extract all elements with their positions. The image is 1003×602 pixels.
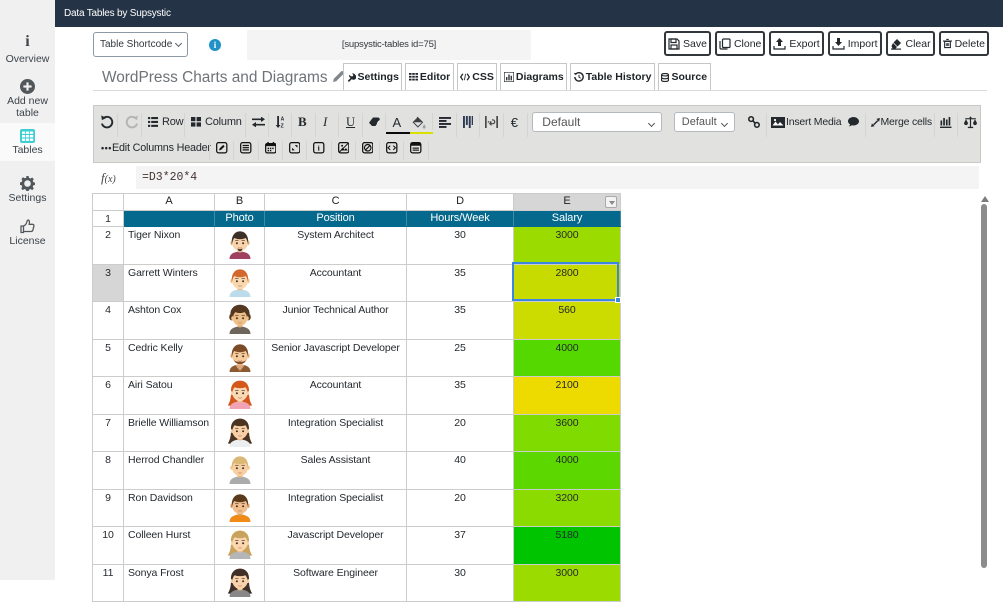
svg-text:Z: Z [280,123,283,128]
svg-text:A: A [280,117,284,123]
svg-text:i: i [318,144,321,153]
